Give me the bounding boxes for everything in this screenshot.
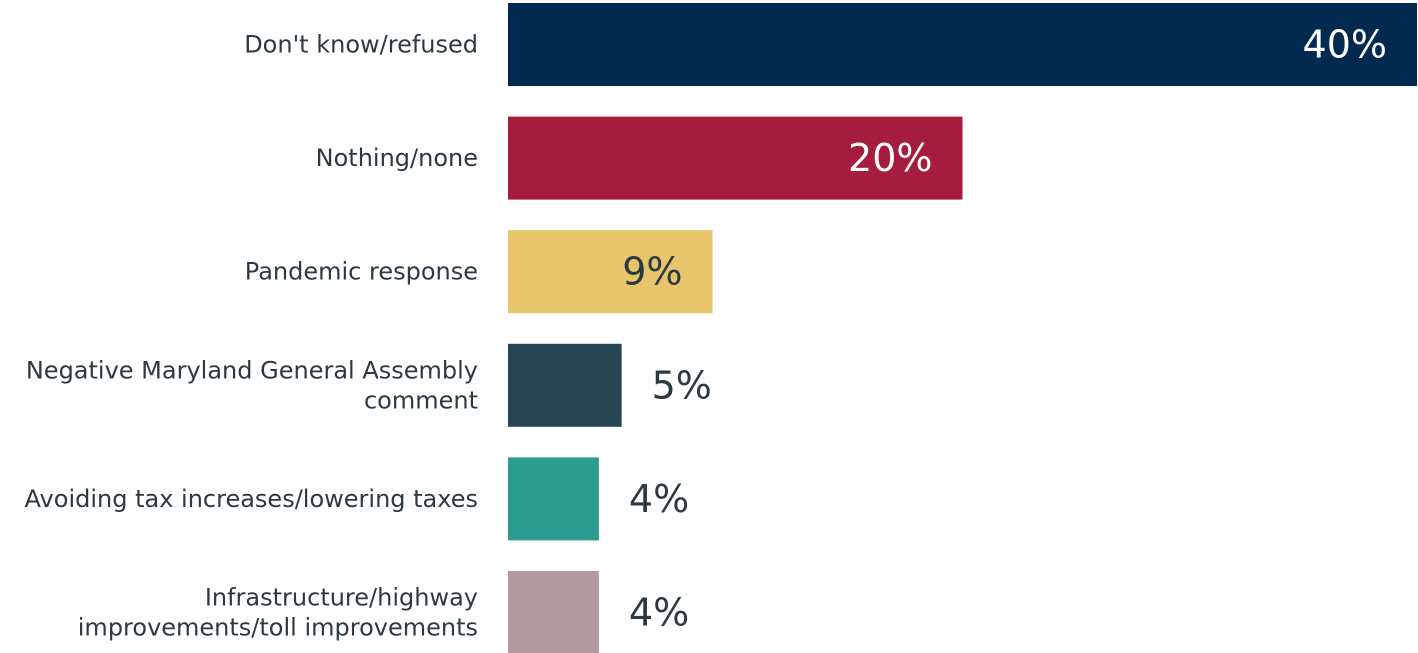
value-label: 4% <box>629 477 689 521</box>
category-label-line: Avoiding tax increases/lowering taxes <box>25 485 478 513</box>
category-label-line: Don't know/refused <box>244 31 478 59</box>
category-label-line: Infrastructure/highway <box>205 584 478 612</box>
value-labels-group: 40% 20% 9% 5% 4% 4% <box>622 23 1387 635</box>
value-label: 9% <box>622 250 682 294</box>
category-label-line: Negative Maryland General Assembly <box>26 356 478 384</box>
category-label-line: Nothing/none <box>316 144 478 172</box>
category-label: Don't know/refused <box>244 31 478 59</box>
category-label: Nothing/none <box>316 144 478 172</box>
value-label: 4% <box>629 591 689 635</box>
bar <box>508 3 1417 86</box>
category-label-line: Pandemic response <box>245 258 478 286</box>
category-labels-group: Don't know/refused Nothing/none Pandemic r… <box>25 31 478 642</box>
bar <box>508 116 963 200</box>
category-label-line: improvements/toll improvements <box>78 614 478 642</box>
bar <box>508 230 713 314</box>
value-label: 40% <box>1303 23 1387 67</box>
value-label: 20% <box>848 136 932 180</box>
category-label: Negative Maryland General Assembly commen… <box>26 356 478 414</box>
category-label-line: comment <box>364 386 478 414</box>
category-label: Avoiding tax increases/lowering taxes <box>25 485 478 513</box>
bars-group <box>508 3 1417 653</box>
category-label: Infrastructure/highway improvements/toll … <box>78 584 478 642</box>
category-label: Pandemic response <box>245 258 478 286</box>
bar <box>508 457 599 541</box>
bar <box>508 343 622 427</box>
value-label: 5% <box>652 363 712 407</box>
bar <box>508 571 599 653</box>
